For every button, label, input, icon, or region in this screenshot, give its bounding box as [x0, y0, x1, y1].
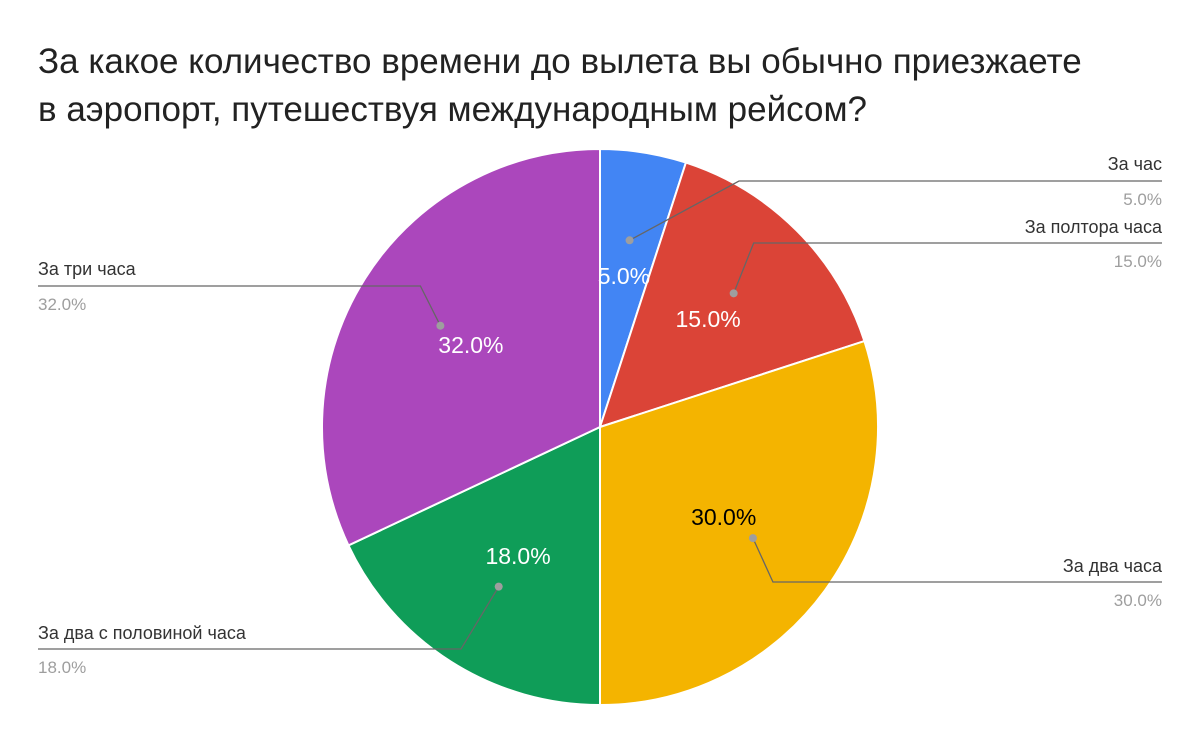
- slice-callouts: За час 5.0% За полтора часа 15.0% За два час…: [38, 154, 1163, 677]
- slice-value-labels: 5.0% 15.0% 30.0% 18.0% 32.0%: [438, 263, 756, 569]
- callout-label-за-два-часа: За два часа: [1063, 556, 1163, 576]
- callout-за-три-часа: За три часа 32.0%: [38, 259, 445, 330]
- callout-line-за-три-часа: [38, 285, 441, 326]
- pie-slices: [321, 147, 879, 707]
- slice-value-label-за-час: 5.0%: [598, 263, 650, 289]
- slice-value-label-за-два-часа: 30.0%: [691, 504, 756, 530]
- callout-label-за-три-часа: За три часа: [38, 259, 137, 279]
- callout-за-час: За час 5.0%: [625, 154, 1162, 245]
- callout-за-два-с-половиной-часа: За два с половиной часа 18.0%: [38, 582, 503, 677]
- callout-dot-за-два-с-половиной-часа: [494, 582, 503, 591]
- pie-slice-за-три-часа: [321, 147, 601, 547]
- slice-value-label-за-два-с-половиной-часа: 18.0%: [485, 543, 550, 569]
- chart-title-line-2: в аэропорт, путешествуя международным ре…: [38, 90, 868, 129]
- callout-line-за-час: [629, 180, 1162, 241]
- callout-dot-за-полтора-часа: [729, 289, 738, 298]
- callout-value-за-три-часа: 32.0%: [38, 295, 86, 314]
- pie-slice-за-два-с-половиной-часа: [347, 425, 601, 707]
- callout-dot-за-три-часа: [436, 321, 445, 330]
- callout-line-за-два-с-половиной-часа: [38, 586, 500, 650]
- callout-dot-за-час: [625, 236, 634, 245]
- callout-dot-за-два-часа: [748, 534, 757, 543]
- callout-value-за-полтора-часа: 15.0%: [1114, 252, 1162, 271]
- chart-title-line-1: За какое количество времени до вылета вы…: [38, 42, 1082, 81]
- callout-за-два-часа: За два часа 30.0%: [748, 534, 1163, 610]
- callout-value-за-час: 5.0%: [1123, 190, 1162, 209]
- callout-label-за-час: За час: [1108, 154, 1162, 174]
- callout-value-за-два-с-половиной-часа: 18.0%: [38, 658, 86, 677]
- chart-title: За какое количество времени до вылета вы…: [38, 38, 1168, 134]
- callout-value-за-два-часа: 30.0%: [1114, 591, 1162, 610]
- callout-line-за-полтора-часа: [733, 242, 1162, 294]
- slice-value-label-за-три-часа: 32.0%: [438, 332, 503, 358]
- callout-label-за-полтора-часа: За полтора часа: [1025, 217, 1163, 237]
- slice-value-label-за-полтора-часа: 15.0%: [676, 306, 741, 332]
- pie-slice-за-два-часа: [599, 339, 879, 707]
- callout-label-за-два-с-половиной-часа: За два с половиной часа: [38, 623, 247, 643]
- callout-line-за-два-часа: [752, 537, 1162, 583]
- callout-за-полтора-часа: За полтора часа 15.0%: [729, 217, 1163, 298]
